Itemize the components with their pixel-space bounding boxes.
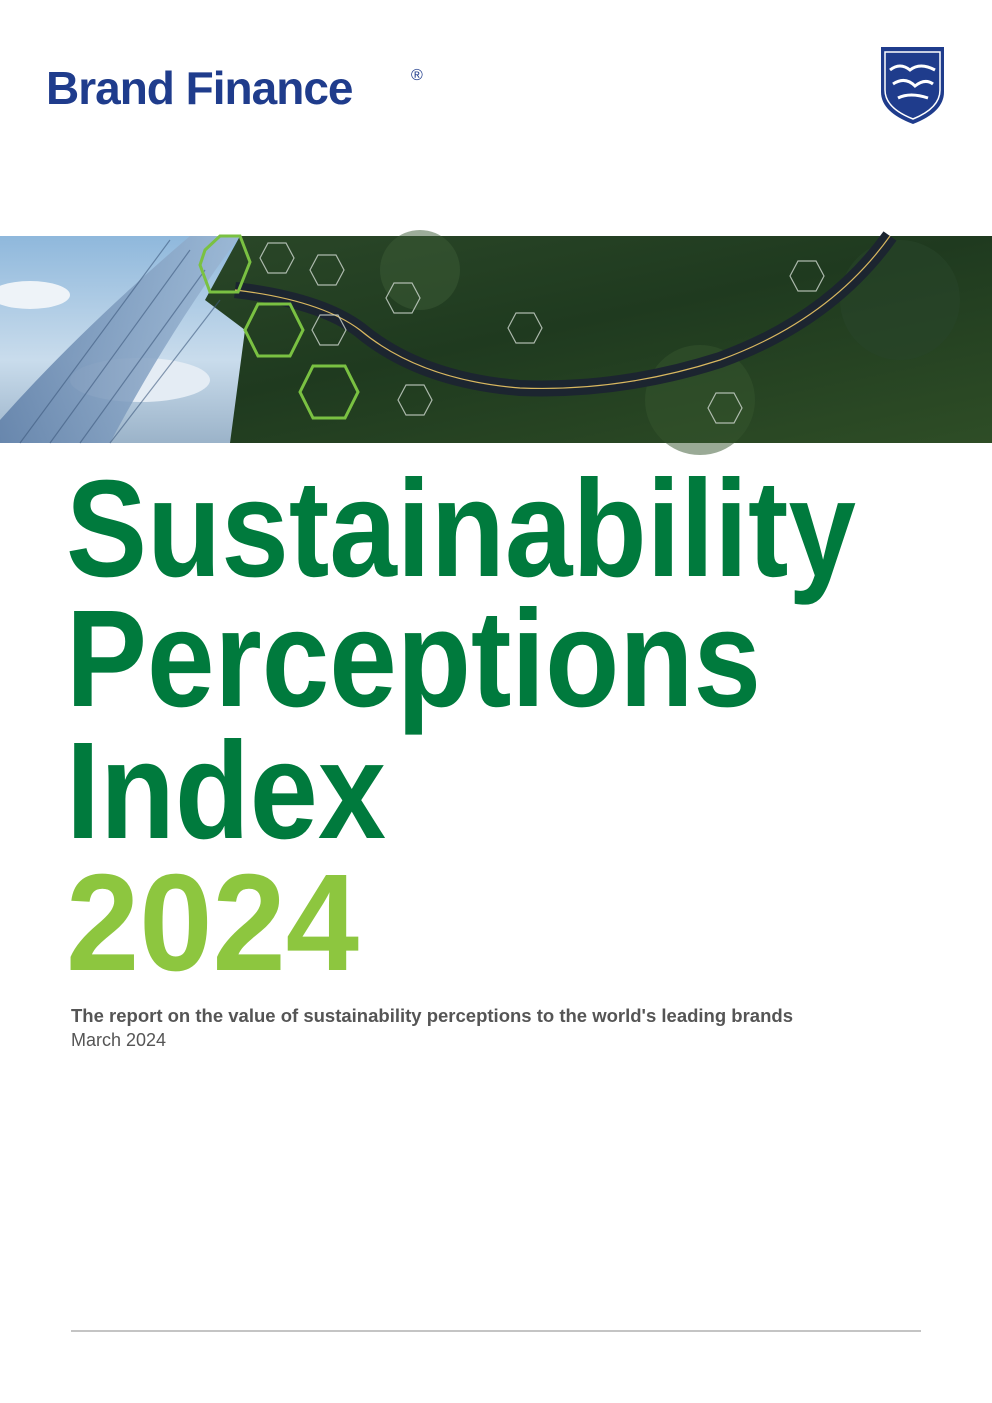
registered-mark: ®	[411, 67, 423, 84]
title-line: Perceptions	[66, 582, 761, 736]
brand-logo: Brand Finance	[46, 62, 353, 114]
subtitle: The report on the value of sustainabilit…	[71, 1006, 793, 1026]
date: March 2024	[71, 1030, 166, 1050]
title-year: 2024	[66, 846, 359, 1000]
shield-logo	[881, 47, 944, 124]
title-line: Sustainability	[66, 452, 856, 606]
banner-image	[0, 230, 992, 455]
title-line: Index	[66, 714, 386, 868]
